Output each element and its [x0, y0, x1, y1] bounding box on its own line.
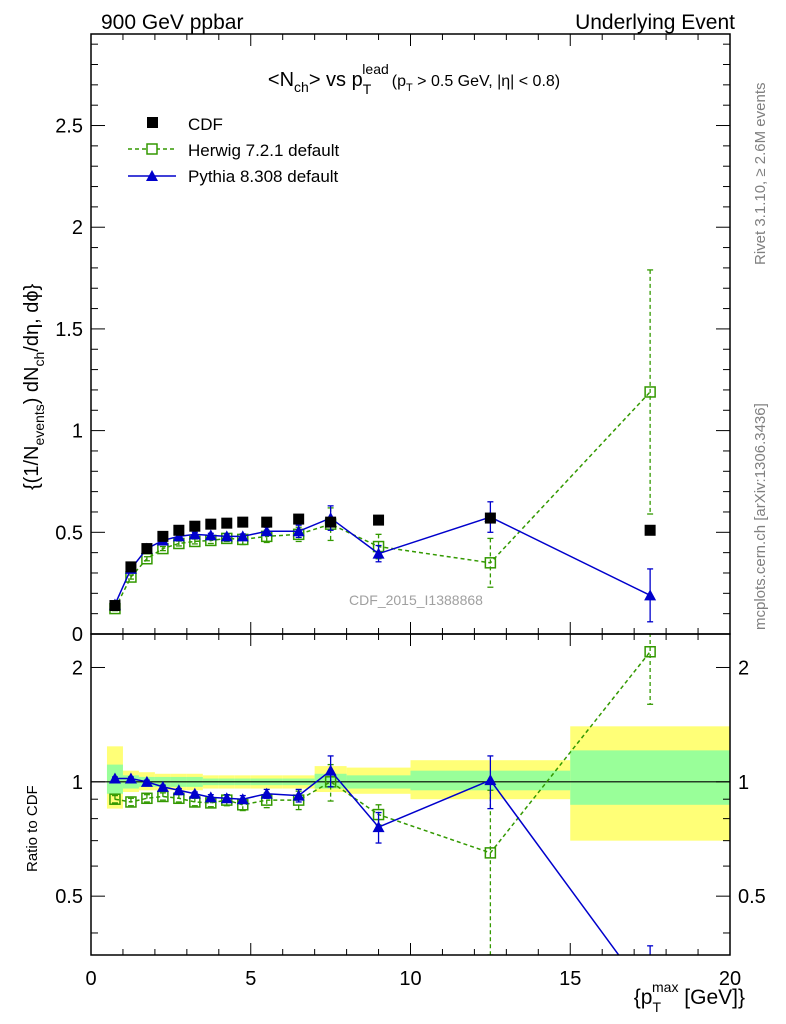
- ratio-band-green: [570, 750, 730, 805]
- legend: CDF Herwig 7.2.1 default Pythia 8.308 de…: [128, 115, 339, 186]
- cdf-point: [125, 561, 137, 573]
- legend-marker-cdf: [147, 117, 158, 128]
- x-tick-label: 15: [559, 968, 581, 990]
- ratio-y-tick-label: 0.5: [55, 886, 83, 908]
- cdf-point: [261, 516, 273, 528]
- ratio-pythia-point: [188, 787, 201, 799]
- ratio-y-tick-label: 2: [72, 657, 83, 679]
- y-tick-label: 0.5: [55, 522, 83, 544]
- y-tick-label: 0: [72, 624, 83, 646]
- cdf-series: [109, 512, 656, 612]
- ratio-pythia-point: [236, 793, 249, 805]
- ratio-ylabel: Ratio to CDF: [24, 785, 41, 872]
- cdf-point: [173, 524, 185, 536]
- ratio-pythia-line: [114, 769, 620, 955]
- ratio-pythia-point: [172, 784, 185, 796]
- cdf-point: [109, 600, 121, 612]
- ratio-pythia-point: [324, 764, 337, 776]
- ratio-pythia-point: [140, 775, 153, 787]
- cdf-point: [293, 513, 305, 525]
- ratio-frame: [90, 633, 731, 956]
- ratio-pythia-point: [260, 787, 273, 799]
- legend-marker-herwig: [146, 143, 158, 155]
- cdf-point: [373, 514, 385, 526]
- main-ylabel: {(1/Nevents) dNch/dη, dϕ}: [21, 283, 47, 490]
- x-tick-label: 10: [399, 968, 421, 990]
- ratio-pythia-series: [108, 755, 654, 955]
- ratio-pythia-point: [204, 791, 217, 803]
- x-tick-label: 20: [719, 968, 741, 990]
- ratio-pythia-point: [156, 780, 169, 792]
- cdf-point: [205, 518, 217, 530]
- pythia-point: [372, 547, 385, 559]
- ratio-y-tick-label-right: 1: [738, 772, 749, 794]
- y-tick-label: 2.5: [55, 116, 83, 138]
- y-tick-label: 2: [72, 217, 83, 239]
- ratio-y-tick-label-right: 0.5: [738, 886, 766, 908]
- y-tick-label: 1: [72, 421, 83, 443]
- cdf-point: [157, 530, 169, 542]
- ratio-pythia-point: [108, 772, 121, 784]
- ratio-herwig-point: [484, 847, 497, 859]
- ratio-herwig-point: [141, 792, 153, 805]
- pythia-point: [292, 525, 305, 537]
- pythia-point: [236, 530, 249, 542]
- ratio-pythia-point: [372, 821, 385, 833]
- legend-label-cdf: CDF: [188, 115, 223, 134]
- main-frame: [90, 33, 731, 635]
- legend-marker-pythia: [146, 170, 158, 181]
- analysis-watermark: CDF_2015_I1388868: [349, 592, 483, 608]
- herwig-series: [109, 269, 656, 615]
- cdf-point: [325, 516, 337, 528]
- cdf-point: [644, 524, 656, 536]
- x-tick-label: 0: [85, 968, 96, 990]
- plot-layer: 0 5 10 15 20 0 0.5 1 1.5 2 2.5 0.5 0.5 1 1 2 2: [55, 34, 766, 990]
- herwig-line: [114, 391, 651, 609]
- ratio-pythia-point: [124, 772, 137, 784]
- herwig-point: [644, 386, 656, 398]
- ratio-pythia-point: [292, 789, 305, 801]
- ratio-herwig-point: [125, 796, 137, 808]
- pythia-point: [220, 530, 233, 542]
- ratio-herwig-point: [644, 646, 656, 658]
- cdf-point: [237, 516, 249, 528]
- ratio-y-tick-label: 1: [72, 772, 83, 794]
- header-right: Underlying Event: [575, 11, 735, 34]
- ratio-herwig-line: [114, 651, 651, 854]
- rivet-label: Rivet 3.1.10, ≥ 2.6M events: [752, 83, 769, 266]
- cdf-point: [221, 517, 233, 529]
- pythia-point: [172, 530, 185, 542]
- pythia-point: [260, 525, 273, 537]
- ratio-pythia-point: [220, 792, 233, 804]
- main-title: <Nch> vs pTlead(pT > 0.5 GeV, |η| < 0.8): [268, 61, 560, 97]
- ratio-y-tick-label-right: 2: [738, 657, 749, 679]
- pythia-point: [204, 529, 217, 541]
- cdf-point: [484, 512, 496, 524]
- y-tick-label: 1.5: [55, 319, 83, 341]
- cdf-point: [141, 543, 153, 555]
- ratio-pythia-point: [484, 774, 497, 786]
- x-axis-label: {pTmax [GeV]}: [634, 979, 745, 1015]
- cdf-point: [189, 520, 201, 532]
- header-left: 900 GeV ppbar: [101, 11, 243, 34]
- mcplots-label: mcplots.cern.ch [arXiv:1306.3436]: [752, 403, 769, 630]
- pythia-point: [188, 528, 201, 540]
- ratio-herwig-point: [109, 793, 121, 805]
- x-tick-label: 5: [245, 968, 256, 990]
- herwig-point: [484, 557, 497, 569]
- legend-label-pythia: Pythia 8.308 default: [188, 167, 339, 186]
- legend-label-herwig: Herwig 7.2.1 default: [188, 141, 339, 160]
- pythia-point: [644, 589, 657, 601]
